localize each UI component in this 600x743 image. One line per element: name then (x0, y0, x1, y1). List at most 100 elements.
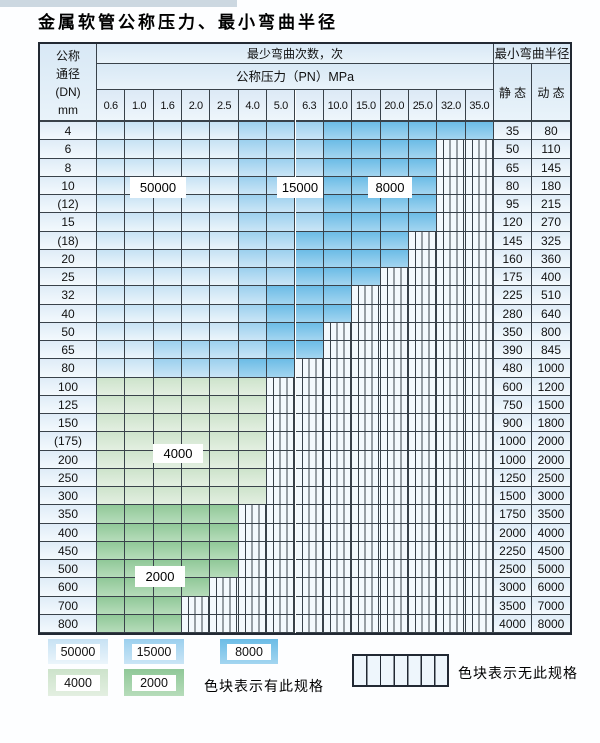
spec-cell (97, 195, 126, 214)
static-value: 2250 (494, 541, 532, 560)
legend-text-has-spec: 色块表示有此规格 (204, 678, 324, 694)
spec-cell (352, 140, 381, 159)
no-spec-cell (380, 468, 409, 487)
spec-cell (97, 286, 126, 305)
static-value: 3000 (494, 578, 532, 597)
no-spec-cell (352, 450, 381, 469)
row-label: 65 (40, 341, 97, 360)
dynamic-value: 110 (532, 140, 570, 159)
spec-cell (125, 341, 154, 360)
spec-cell (97, 414, 126, 433)
dynamic-value: 3000 (532, 487, 570, 506)
pressure-tick: 6.3 (295, 90, 324, 122)
spec-cell (380, 140, 409, 159)
spec-cell (153, 122, 183, 141)
pressure-tick: 15.0 (352, 90, 381, 122)
spec-cell (238, 304, 268, 323)
spec-cell (267, 304, 296, 323)
no-spec-cell (465, 432, 494, 451)
spec-cell (238, 213, 268, 232)
spec-cell (182, 304, 211, 323)
no-spec-cell (437, 560, 466, 579)
legend-swatch-label: 15000 (132, 643, 176, 660)
no-spec-cell (437, 304, 466, 323)
no-spec-cell (408, 505, 438, 524)
no-spec-cell (437, 249, 466, 268)
no-spec-cell (295, 541, 324, 560)
spec-cell (210, 487, 239, 506)
no-spec-cell (408, 304, 438, 323)
no-spec-cell (380, 450, 409, 469)
spec-cell (125, 158, 154, 177)
spec-cell (153, 268, 183, 287)
static-value: 2000 (494, 523, 532, 542)
no-spec-cell (380, 523, 409, 542)
spec-cell (125, 268, 154, 287)
static-value: 120 (494, 213, 532, 232)
spec-cell (210, 468, 239, 487)
no-spec-cell (437, 158, 466, 177)
no-spec-cell (437, 414, 466, 433)
no-spec-cell (295, 578, 324, 597)
no-spec-cell (323, 322, 353, 341)
spec-cell (295, 195, 324, 214)
no-spec-cell (380, 487, 409, 506)
pressure-tick: 10.0 (323, 90, 353, 122)
no-spec-cell (352, 614, 381, 633)
spec-cell (125, 487, 154, 506)
spec-cell (125, 286, 154, 305)
spec-cell (408, 176, 438, 195)
dn-header-line: (DN) (55, 85, 81, 99)
spec-cell (267, 286, 296, 305)
spec-cell (408, 195, 438, 214)
spec-cell (295, 231, 324, 250)
no-spec-cell (295, 377, 324, 396)
pressure-tick: 1.6 (153, 90, 183, 122)
no-spec-cell (437, 286, 466, 305)
spec-cell (125, 122, 154, 141)
no-spec-cell (323, 560, 353, 579)
no-spec-cell (437, 541, 466, 560)
spec-cell (238, 140, 268, 159)
spec-cell (125, 450, 154, 469)
cycle-count-label-15000: 15000 (277, 177, 323, 198)
no-spec-cell (380, 505, 409, 524)
no-spec-cell (437, 195, 466, 214)
page-title: 金属软管公称压力、最小弯曲半径 (38, 13, 338, 33)
no-spec-cell (380, 268, 409, 287)
static-value: 3500 (494, 596, 532, 615)
pressure-tick: 1.0 (125, 90, 154, 122)
no-spec-cell (408, 286, 438, 305)
pressure-header: 公称压力（PN）MPa (97, 64, 494, 90)
no-spec-cell (465, 505, 494, 524)
dynamic-value: 7000 (532, 596, 570, 615)
static-value: 480 (494, 359, 532, 378)
spec-cell (210, 322, 239, 341)
spec-cell (153, 213, 183, 232)
spec-cell (182, 395, 211, 414)
dynamic-value: 5000 (532, 560, 570, 579)
no-spec-cell (238, 614, 268, 633)
spec-cell (380, 231, 409, 250)
no-spec-cell (465, 560, 494, 579)
no-spec-cell (323, 359, 353, 378)
radius-header: 最小弯曲半径 (494, 44, 570, 64)
no-spec-cell (267, 596, 296, 615)
no-spec-cell (267, 377, 296, 396)
no-spec-cell (380, 286, 409, 305)
spec-cell (153, 304, 183, 323)
static-value: 350 (494, 322, 532, 341)
no-spec-cell (323, 541, 353, 560)
no-spec-cell (437, 468, 466, 487)
spec-cell (323, 122, 353, 141)
spec-cell (210, 122, 239, 141)
spec-cell (380, 213, 409, 232)
pressure-tick: 32.0 (437, 90, 466, 122)
no-spec-cell (408, 231, 438, 250)
row-label: 600 (40, 578, 97, 597)
no-spec-cell (437, 231, 466, 250)
no-spec-cell (437, 523, 466, 542)
no-spec-cell (380, 560, 409, 579)
no-spec-cell (465, 450, 494, 469)
no-spec-cell (267, 578, 296, 597)
